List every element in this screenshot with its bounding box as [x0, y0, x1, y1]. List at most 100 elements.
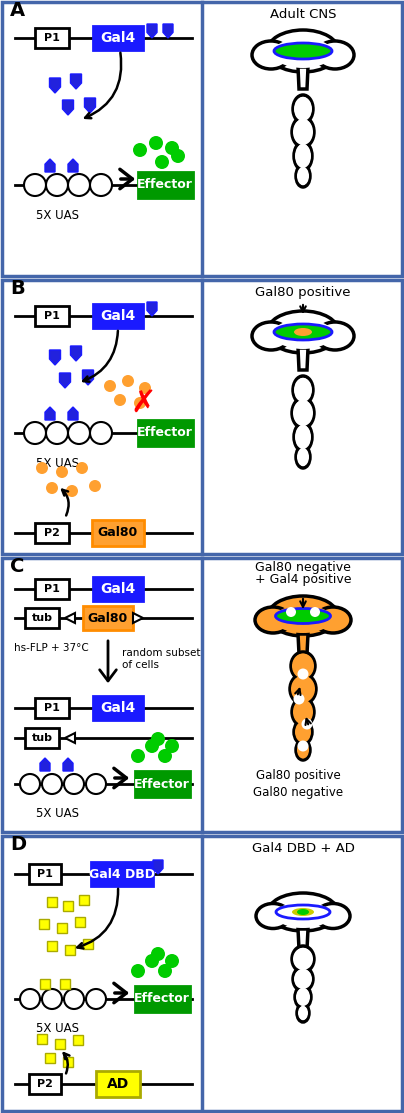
Text: 5X UAS: 5X UAS — [36, 1022, 78, 1035]
Bar — [25, 608, 59, 628]
Ellipse shape — [293, 119, 313, 145]
Polygon shape — [71, 346, 82, 361]
Circle shape — [56, 466, 68, 477]
Ellipse shape — [295, 425, 311, 449]
Text: Gal4: Gal4 — [100, 701, 136, 715]
Circle shape — [90, 174, 112, 196]
Polygon shape — [147, 24, 157, 38]
Circle shape — [76, 462, 88, 474]
Bar — [83, 605, 133, 630]
Text: P1: P1 — [44, 584, 60, 594]
Ellipse shape — [292, 117, 314, 147]
Bar — [83, 939, 93, 949]
Ellipse shape — [295, 144, 311, 168]
Circle shape — [46, 174, 68, 196]
Circle shape — [301, 719, 313, 729]
Circle shape — [151, 947, 165, 961]
Ellipse shape — [297, 1004, 309, 1022]
Ellipse shape — [268, 595, 338, 636]
Circle shape — [42, 989, 62, 1009]
Circle shape — [64, 774, 84, 794]
Ellipse shape — [296, 988, 310, 1006]
Text: C: C — [10, 556, 24, 577]
Ellipse shape — [292, 398, 314, 429]
Ellipse shape — [274, 605, 332, 633]
Ellipse shape — [290, 674, 316, 705]
Bar — [35, 28, 69, 48]
Ellipse shape — [273, 319, 333, 349]
Ellipse shape — [252, 41, 290, 69]
Ellipse shape — [316, 322, 354, 349]
Text: Effector: Effector — [137, 426, 193, 440]
Circle shape — [86, 774, 106, 794]
Ellipse shape — [267, 30, 339, 72]
Ellipse shape — [293, 95, 313, 124]
Circle shape — [24, 174, 46, 196]
Ellipse shape — [294, 969, 312, 989]
Ellipse shape — [291, 676, 315, 702]
Circle shape — [90, 422, 112, 444]
Circle shape — [293, 693, 305, 705]
Ellipse shape — [292, 908, 314, 916]
Circle shape — [114, 394, 126, 406]
Bar — [137, 173, 192, 198]
Polygon shape — [298, 67, 308, 89]
Ellipse shape — [252, 322, 290, 349]
Polygon shape — [45, 407, 55, 420]
Circle shape — [297, 740, 309, 751]
Polygon shape — [50, 349, 61, 365]
Circle shape — [139, 382, 151, 394]
Ellipse shape — [293, 699, 313, 725]
Circle shape — [64, 989, 84, 1009]
Bar — [35, 523, 69, 543]
Bar — [39, 919, 49, 929]
Bar — [2, 280, 402, 554]
Bar — [47, 940, 57, 951]
Text: D: D — [10, 835, 26, 854]
Bar — [35, 698, 69, 718]
Bar — [91, 861, 153, 886]
Ellipse shape — [294, 378, 312, 402]
Circle shape — [151, 732, 165, 746]
Bar — [93, 304, 143, 328]
Bar — [2, 836, 402, 1111]
Bar — [79, 895, 89, 905]
Polygon shape — [40, 758, 50, 771]
Ellipse shape — [276, 905, 330, 919]
Polygon shape — [84, 98, 95, 114]
Text: Gal4: Gal4 — [100, 309, 136, 323]
Circle shape — [145, 739, 159, 754]
Ellipse shape — [316, 41, 354, 69]
Ellipse shape — [256, 904, 290, 928]
Bar — [55, 1040, 65, 1048]
Circle shape — [20, 989, 40, 1009]
Text: P1: P1 — [44, 703, 60, 713]
Ellipse shape — [296, 165, 310, 187]
Ellipse shape — [292, 946, 314, 972]
Circle shape — [158, 964, 172, 978]
Ellipse shape — [316, 904, 350, 928]
Polygon shape — [68, 159, 78, 173]
Text: ✗: ✗ — [130, 388, 156, 417]
Bar — [60, 979, 70, 989]
Bar — [29, 1074, 61, 1094]
Ellipse shape — [276, 609, 330, 623]
Ellipse shape — [315, 607, 351, 633]
Bar — [45, 1053, 55, 1063]
Ellipse shape — [294, 97, 312, 121]
Bar — [63, 902, 73, 912]
Polygon shape — [163, 24, 173, 38]
Bar — [40, 979, 50, 989]
Polygon shape — [68, 407, 78, 420]
Text: Gal80: Gal80 — [88, 611, 128, 624]
Circle shape — [104, 380, 116, 392]
Text: B: B — [10, 279, 25, 298]
Text: Gal4 DBD: Gal4 DBD — [89, 867, 155, 880]
Ellipse shape — [293, 376, 313, 404]
Ellipse shape — [297, 741, 309, 758]
Text: Gal4: Gal4 — [100, 582, 136, 595]
Ellipse shape — [295, 721, 311, 742]
Bar — [65, 945, 75, 955]
Text: 5X UAS: 5X UAS — [36, 807, 78, 820]
Polygon shape — [298, 634, 308, 654]
